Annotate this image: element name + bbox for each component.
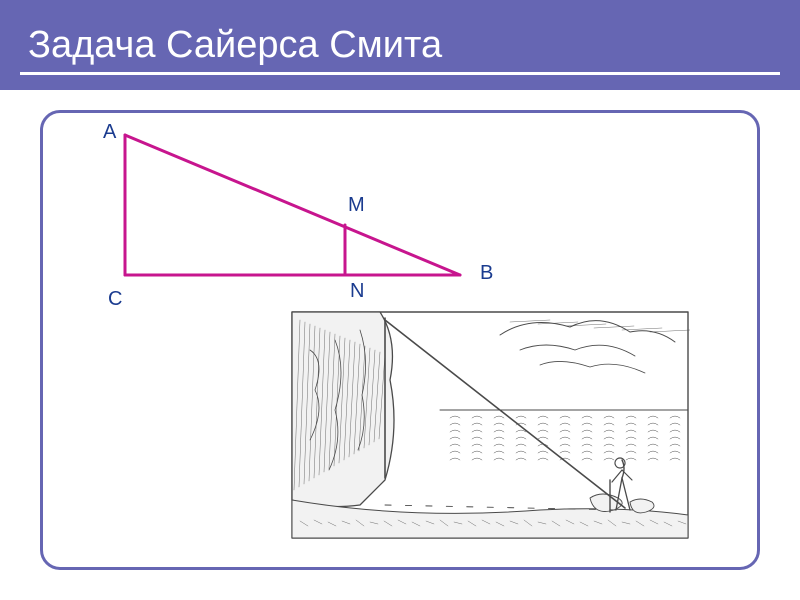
vertex-label-n: N [350, 280, 364, 303]
cliff-illustration [290, 310, 690, 540]
slide-title: Задача Сайерса Смита [28, 24, 442, 67]
vertex-label-b: B [480, 262, 493, 285]
slide-header: Задача Сайерса Смита [0, 0, 800, 90]
vertex-label-a: A [103, 121, 116, 144]
vertex-label-c: C [108, 288, 122, 311]
title-underline [20, 72, 780, 75]
slide: Задача Сайерса Смита A C B M N [0, 0, 800, 600]
triangle-diagram [60, 115, 500, 315]
vertex-label-m: M [348, 194, 365, 217]
